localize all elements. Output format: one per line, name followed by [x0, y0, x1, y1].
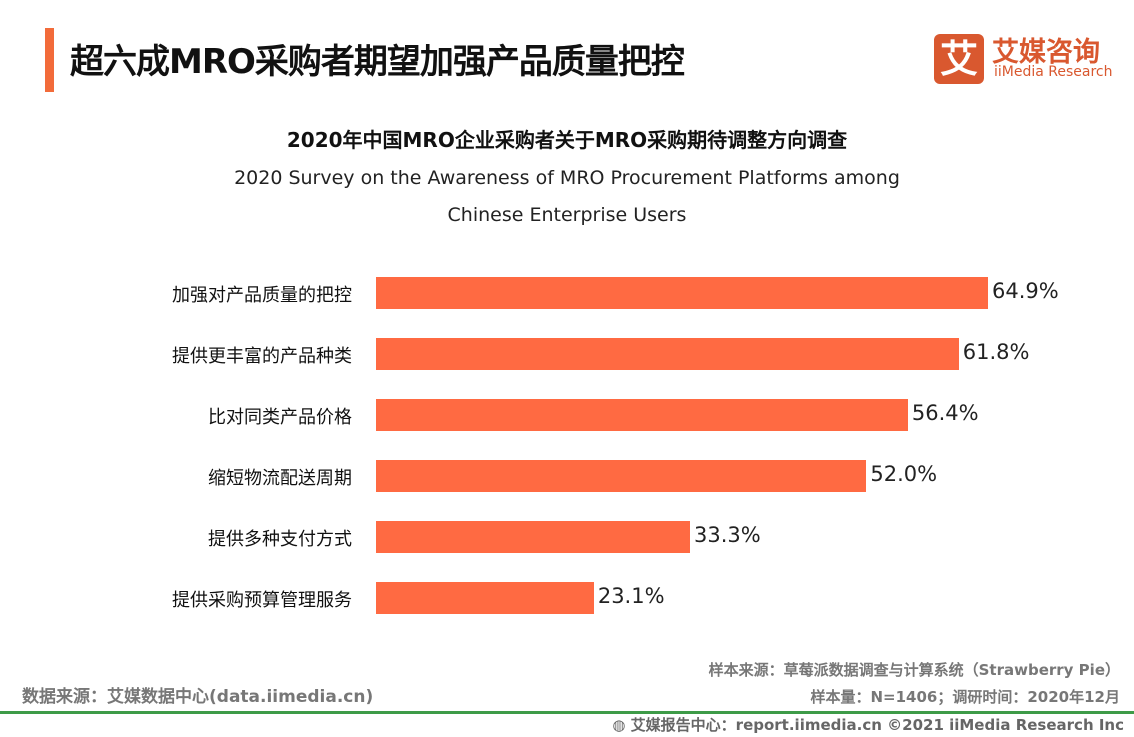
- bar: [376, 582, 594, 614]
- sample-info: 样本量：N=1406；调研时间：2020年12月: [810, 688, 1121, 706]
- bar: [376, 399, 908, 431]
- bar: [376, 460, 867, 492]
- report-center-text: 艾媒报告中心：report.iimedia.cn ©2021 iiMedia R…: [630, 716, 1124, 734]
- report-center: ◍ 艾媒报告中心：report.iimedia.cn ©2021 iiMedia…: [612, 714, 1124, 735]
- category-label: 提供多种支付方式: [208, 529, 352, 550]
- category-label: 加强对产品质量的把控: [172, 285, 352, 306]
- footer-divider: [0, 711, 1134, 714]
- page-title: 超六成MRO采购者期望加强产品质量把控: [70, 42, 685, 82]
- chart-subtitle-1: 2020 Survey on the Awareness of MRO Proc…: [234, 167, 900, 189]
- value-label: 52.0%: [870, 462, 938, 486]
- chart-title: 2020年中国MRO企业采购者关于MRO采购期待调整方向调查: [286, 128, 848, 152]
- category-label: 提供采购预算管理服务: [172, 590, 352, 611]
- bar: [376, 521, 690, 553]
- value-label: 61.8%: [962, 340, 1030, 364]
- value-label: 33.3%: [694, 523, 761, 547]
- sample-source: 样本来源：草莓派数据调查与计算系统（Strawberry Pie）: [708, 661, 1120, 679]
- category-label: 比对同类产品价格: [208, 407, 352, 428]
- title-accent-bar: [45, 28, 54, 92]
- category-label: 缩短物流配送周期: [208, 468, 352, 489]
- value-label: 23.1%: [597, 584, 665, 608]
- logo-icon: 艾: [934, 34, 984, 84]
- data-source: 数据来源：艾媒数据中心(data.iimedia.cn): [22, 687, 374, 707]
- chart-subtitle-2: Chinese Enterprise Users: [447, 204, 687, 226]
- logo-en: iiMedia Research: [994, 64, 1113, 80]
- bar: [376, 277, 988, 309]
- category-label: 提供更丰富的产品种类: [172, 346, 352, 367]
- bar: [376, 338, 959, 370]
- logo-cn: 艾媒咨询: [992, 37, 1100, 68]
- value-label: 64.9%: [992, 279, 1059, 303]
- value-label: 56.4%: [911, 401, 979, 425]
- globe-icon: ◍: [612, 716, 631, 734]
